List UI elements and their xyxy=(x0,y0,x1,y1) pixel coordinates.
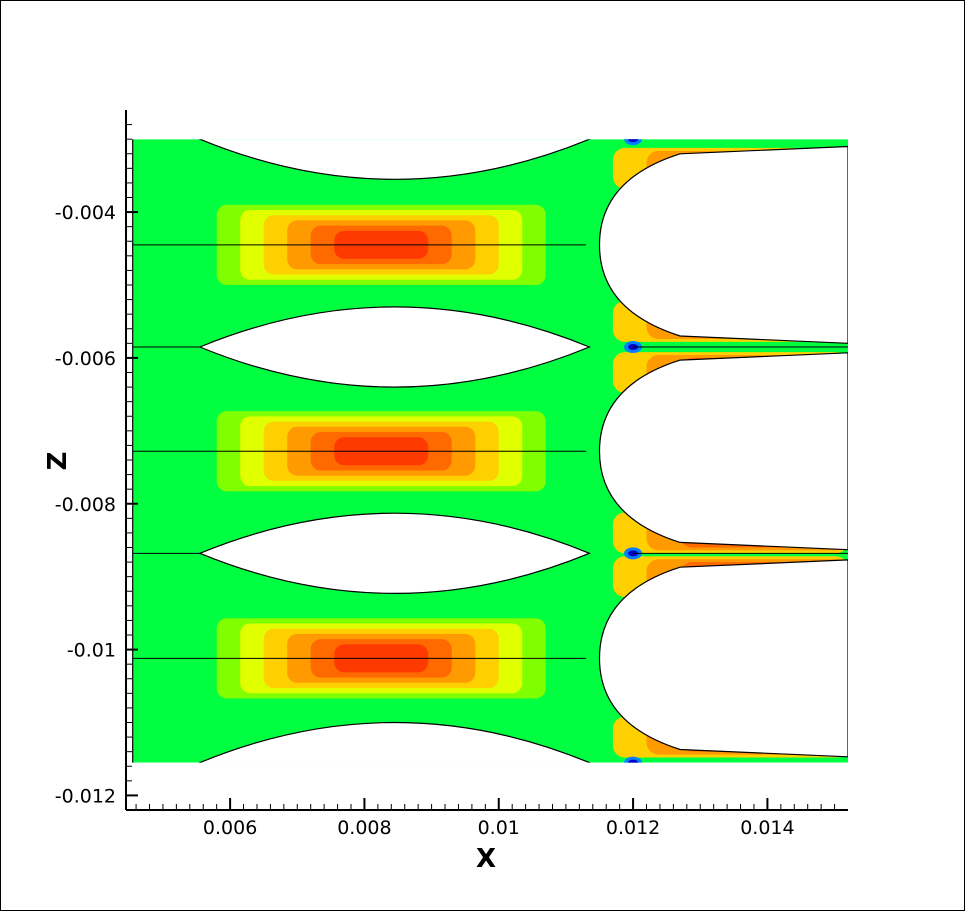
body-row1-1 xyxy=(198,139,591,180)
z-axis-title: Z xyxy=(43,452,73,471)
low-spot-core-4 xyxy=(628,759,639,763)
x-tick-label: 0.01 xyxy=(478,817,520,839)
x-tick-label: 0.006 xyxy=(203,817,257,839)
x-tick-label: 0.008 xyxy=(337,817,391,839)
body-row1-2 xyxy=(198,306,591,388)
z-tick-label: -0.01 xyxy=(67,640,116,662)
low-spot-1 xyxy=(624,139,643,146)
x-tick-label: 0.012 xyxy=(606,817,660,839)
body-row2-2 xyxy=(598,352,848,551)
body-row1-3 xyxy=(198,512,591,594)
z-tick-label: -0.012 xyxy=(55,785,116,807)
low-spot-core-1 xyxy=(628,139,639,143)
mesh-block-lines xyxy=(132,244,848,659)
body-row2-3 xyxy=(598,559,848,758)
body-row1-4 xyxy=(198,721,591,763)
flow-field xyxy=(132,0,850,763)
mask-top xyxy=(133,0,850,139)
x-tick-label: 0.014 xyxy=(740,817,794,839)
x-axis-title: X xyxy=(476,844,496,874)
z-tick-label: -0.008 xyxy=(55,494,116,516)
z-tick-label: -0.004 xyxy=(55,202,116,224)
body-row2-1 xyxy=(598,145,848,344)
z-tick-label: -0.006 xyxy=(55,348,116,370)
low-spot-4 xyxy=(624,756,643,763)
axes: 0.006 0.008 0.01 0.012 0.014 -0.004 -0.006 -0.0… xyxy=(55,110,848,839)
